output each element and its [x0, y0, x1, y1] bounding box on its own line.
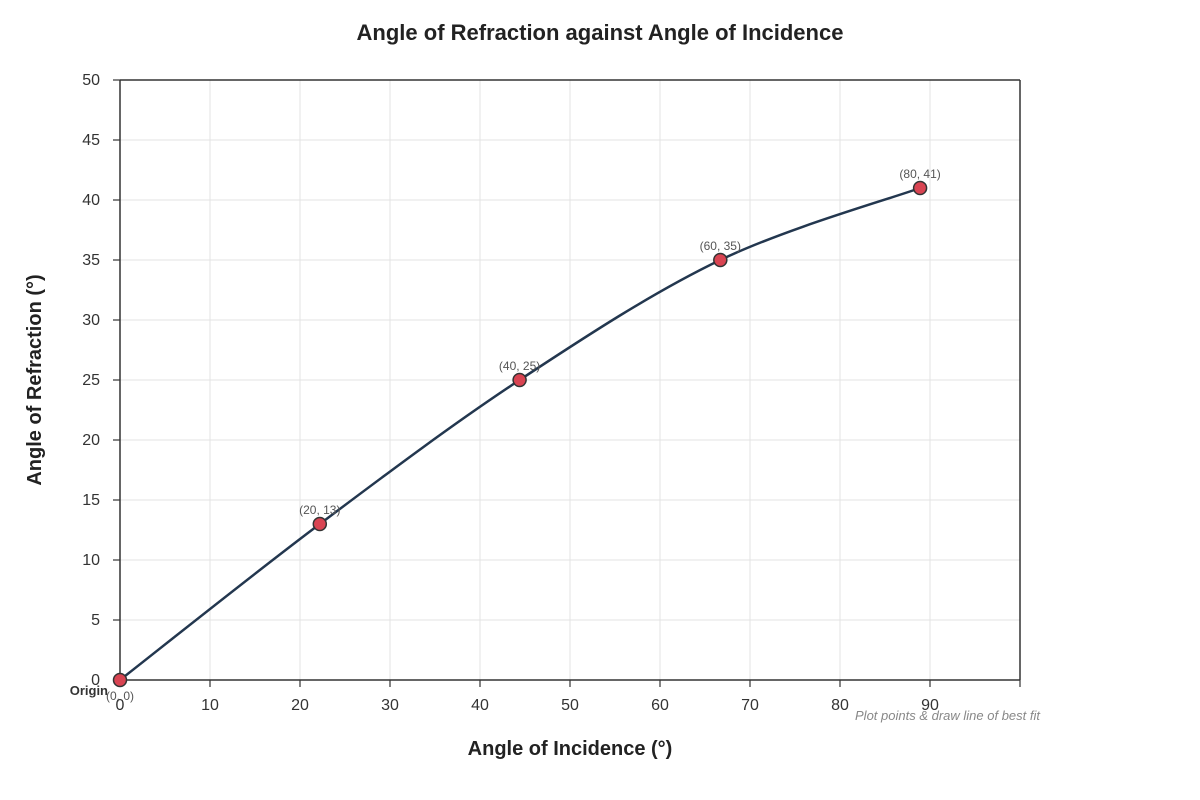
- x-tick-label: 80: [831, 697, 849, 714]
- y-tick-label: 35: [82, 252, 100, 269]
- y-tick-label: 20: [82, 432, 100, 449]
- x-tick-label: 60: [651, 697, 669, 714]
- data-point: [112, 672, 128, 688]
- x-tick-label: 90: [921, 697, 939, 714]
- x-tick-label: 30: [381, 697, 399, 714]
- series: (0, 0) (20, 13) (40, 25) (60, 35) (80, 41): [106, 167, 941, 703]
- y-tick-label: 50: [82, 72, 100, 89]
- ticks: 0 10 20 30 40 50 60 70 80 90 0 5 10 15 20 25 30 35 40 45 50: [82, 72, 1021, 714]
- instruction-note: Plot points & draw line of best fit: [855, 708, 1041, 723]
- x-tick-label: 20: [291, 697, 309, 714]
- chart-title: Angle of Refraction against Angle of Inc…: [357, 20, 844, 45]
- data-point: [512, 372, 527, 388]
- data-point-label: (20, 13): [299, 503, 340, 517]
- data-point-label: (0, 0): [106, 689, 134, 703]
- y-tick-label: 25: [82, 372, 100, 389]
- y-tick-label: 15: [82, 492, 100, 509]
- x-tick-label: 0: [116, 697, 125, 714]
- data-point: [713, 252, 728, 268]
- data-point: [912, 180, 928, 196]
- y-tick-label: 40: [82, 192, 100, 209]
- grid: [120, 79, 1020, 680]
- x-tick-label: 10: [201, 697, 219, 714]
- data-point-label: (40, 25): [499, 359, 540, 373]
- data-point: [312, 516, 328, 532]
- y-tick-label: 10: [82, 552, 100, 569]
- x-tick-label: 40: [471, 697, 489, 714]
- best-fit-line: [119, 186, 921, 681]
- x-tick-label: 50: [561, 697, 579, 714]
- x-axis-label: Angle of Incidence (°): [468, 738, 673, 760]
- y-tick-label: 0: [91, 672, 100, 689]
- x-tick-label: 70: [741, 697, 759, 714]
- y-tick-label: 45: [82, 132, 100, 149]
- data-point-label: (80, 41): [899, 167, 940, 181]
- y-tick-label: 30: [82, 312, 100, 329]
- y-axis-label: Angle of Refraction (°): [24, 274, 46, 485]
- data-point-label: (60, 35): [700, 239, 741, 253]
- origin-label: Origin: [70, 683, 108, 698]
- y-tick-label: 5: [91, 612, 100, 629]
